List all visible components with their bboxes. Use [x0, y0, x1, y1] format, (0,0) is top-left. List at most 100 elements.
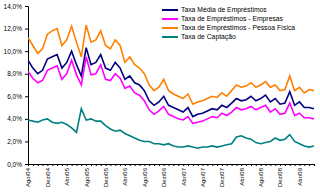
x-tick	[57, 164, 58, 166]
x-tick-mark	[76, 164, 77, 166]
x-tick: Dez/08	[277, 164, 283, 187]
x-tick-label: Abr/08	[239, 167, 245, 185]
x-tick	[115, 164, 116, 166]
x-tick-mark	[169, 164, 170, 166]
x-tick-mark	[38, 164, 39, 166]
x-tick-label: Abr/05	[64, 167, 70, 185]
x-tick-label: Ago/06	[142, 167, 148, 187]
x-tick-mark	[261, 164, 262, 166]
x-tick-label: Dez/08	[277, 167, 283, 187]
y-tick-label: 4,0%	[7, 115, 22, 122]
x-tick	[212, 164, 213, 166]
x-tick	[72, 164, 73, 166]
x-tick	[236, 164, 237, 166]
x-tick	[198, 164, 199, 166]
legend-label: Taxa Média de Empréstimos	[181, 6, 267, 14]
x-tick-mark	[101, 164, 102, 166]
x-tick	[135, 164, 136, 166]
x-tick	[81, 164, 82, 166]
x-tick-label: Ago/07	[200, 167, 206, 187]
x-tick	[193, 164, 194, 166]
x-tick	[52, 164, 53, 166]
legend-label: Taxa de Empréstimos - Pessoa Física	[181, 24, 295, 32]
x-tick: Abr/05	[64, 164, 70, 186]
x-tick-mark	[314, 164, 315, 166]
x-tick-mark	[304, 164, 305, 166]
x-tick	[251, 164, 252, 166]
x-tick-mark	[139, 164, 140, 166]
x-tick-mark	[290, 164, 291, 166]
x-tick	[110, 164, 111, 166]
chart: 0,0%2,0%4,0%6,0%8,0%10,0%12,0%14,0%Ago/0…	[0, 0, 320, 192]
x-tick	[270, 164, 271, 166]
y-tick-label: 8,0%	[7, 70, 22, 77]
x-tick-label: Dez/04	[45, 167, 51, 187]
x-axis: Ago/04Dez/04Abr/05Ago/05Dez/05Abr/06Ago/…	[25, 164, 314, 187]
legend-swatch	[162, 36, 178, 38]
x-tick	[120, 164, 121, 166]
y-tick-mark	[25, 29, 28, 30]
x-tick-mark	[164, 164, 165, 166]
x-tick-mark	[43, 164, 44, 166]
legend-label: Taxa de Captação	[181, 33, 236, 41]
x-tick: Ago/05	[84, 164, 90, 187]
x-tick	[232, 164, 233, 166]
x-tick-mark	[198, 164, 199, 166]
x-tick-mark	[236, 164, 237, 166]
x-tick	[309, 164, 310, 166]
y-tick-mark	[25, 74, 28, 75]
x-tick-mark	[81, 164, 82, 166]
series-line	[28, 48, 314, 117]
x-tick: Abr/07	[181, 164, 187, 186]
x-tick-mark	[232, 164, 233, 166]
x-tick-mark	[183, 164, 184, 166]
x-tick-mark	[47, 164, 48, 166]
y-tick-mark	[25, 51, 28, 52]
x-tick	[159, 164, 160, 166]
y-tick-mark	[25, 96, 28, 97]
x-tick-mark	[295, 164, 296, 166]
x-tick-mark	[222, 164, 223, 166]
x-tick-label: Abr/06	[122, 167, 128, 185]
x-tick-mark	[120, 164, 121, 166]
x-tick-mark	[110, 164, 111, 166]
legend-label: Taxa de Empréstimos - Empresas	[181, 15, 284, 23]
x-tick-mark	[96, 164, 97, 166]
x-tick-mark	[246, 164, 247, 166]
x-tick: Dez/07	[219, 164, 225, 187]
x-tick	[290, 164, 291, 166]
x-tick-mark	[188, 164, 189, 166]
x-tick-label: Dez/05	[103, 167, 109, 187]
x-tick-mark	[217, 164, 218, 166]
x-tick	[139, 164, 140, 166]
x-tick-mark	[159, 164, 160, 166]
x-tick-mark	[33, 164, 34, 166]
y-tick-mark	[25, 141, 28, 142]
x-tick: Dez/06	[161, 164, 167, 187]
x-tick-mark	[203, 164, 204, 166]
x-tick: Ago/07	[200, 164, 206, 187]
x-tick-mark	[62, 164, 63, 166]
x-tick	[101, 164, 102, 166]
y-tick-label: 10,0%	[4, 48, 23, 55]
x-tick-mark	[125, 164, 126, 166]
x-tick	[304, 164, 305, 166]
x-tick	[188, 164, 189, 166]
x-tick: Abr/08	[239, 164, 245, 186]
series-line	[28, 57, 314, 124]
y-axis: 0,0%2,0%4,0%6,0%8,0%10,0%12,0%14,0%	[4, 3, 29, 168]
x-tick	[227, 164, 228, 166]
x-tick-label: Dez/07	[219, 167, 225, 187]
x-tick	[33, 164, 34, 166]
legend-swatch	[162, 18, 178, 20]
y-tick-mark	[25, 119, 28, 120]
x-tick	[295, 164, 296, 166]
x-tick-mark	[227, 164, 228, 166]
x-tick-mark	[115, 164, 116, 166]
x-tick-label: Abr/09	[297, 167, 303, 185]
y-axis-line	[25, 7, 29, 165]
x-tick: Abr/09	[297, 164, 303, 186]
x-tick-mark	[106, 164, 107, 166]
x-tick	[207, 164, 208, 166]
y-tick: 4,0%	[7, 115, 28, 122]
